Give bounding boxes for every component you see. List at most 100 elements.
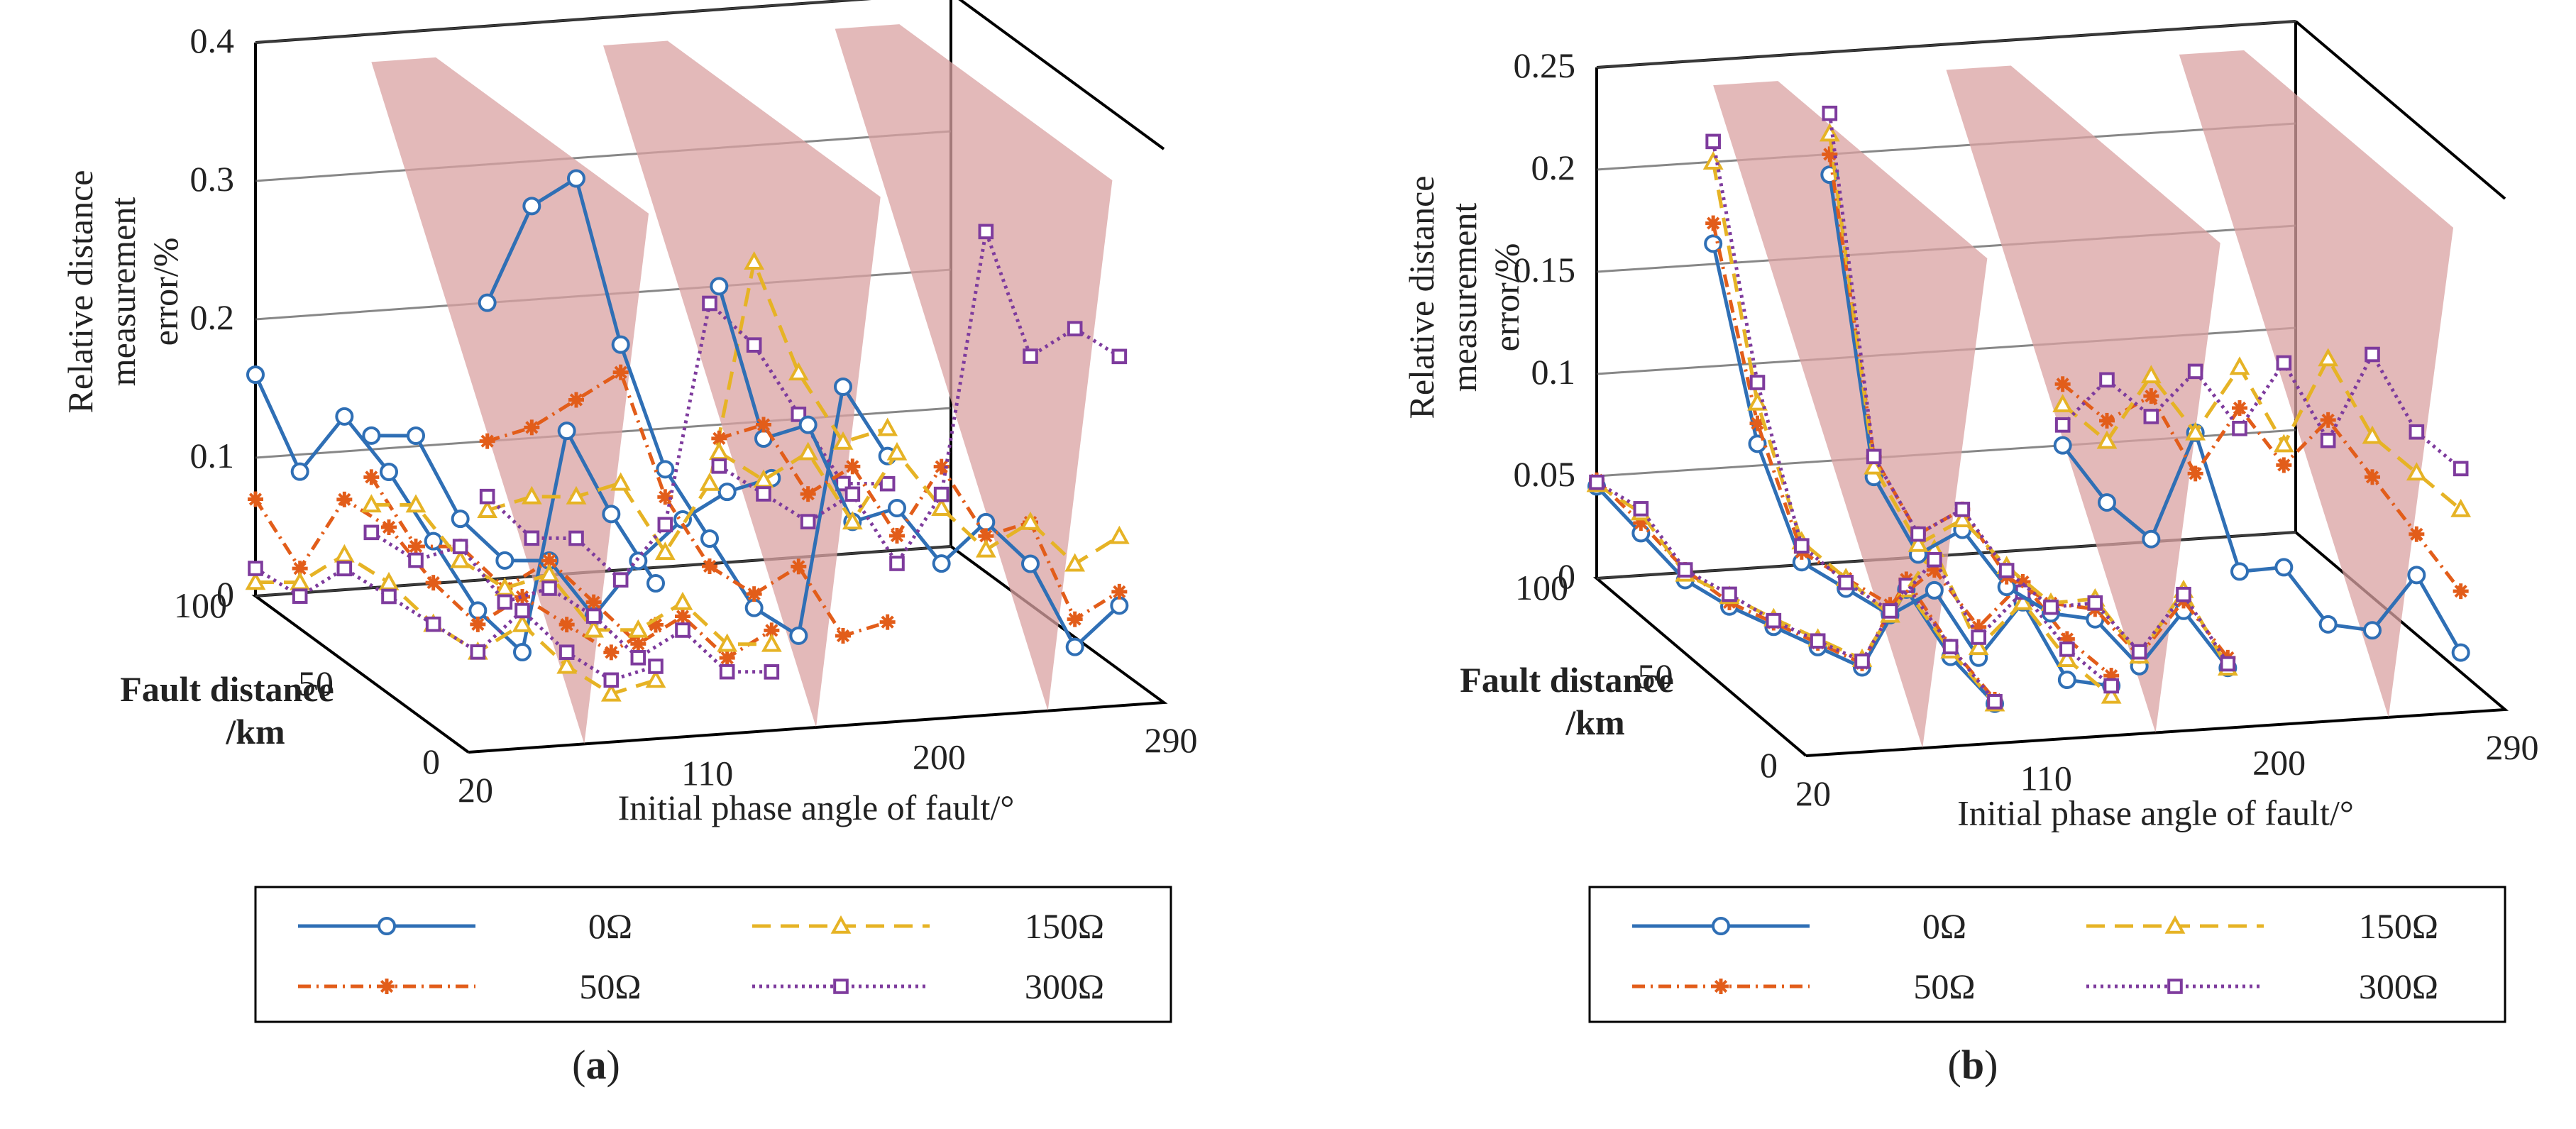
data-point: [656, 460, 675, 479]
data-point: [2451, 643, 2470, 662]
data-point: [1998, 563, 2015, 578]
panel-label-open: (: [1948, 1042, 1961, 1088]
y-tick-label: 100: [174, 585, 227, 625]
z-tick-label: 0.3: [190, 159, 235, 199]
panel-label-close: ): [607, 1042, 620, 1088]
data-point: [2054, 376, 2071, 392]
series-line-3: [371, 502, 772, 646]
data-point: [2230, 562, 2249, 581]
data-point: [889, 528, 905, 544]
x-tick-label: 290: [2486, 727, 2539, 767]
panel-label: (a): [572, 1042, 620, 1088]
series-line-2: [718, 422, 1121, 622]
data-point: [381, 588, 397, 605]
x-tick-label: 200: [2252, 743, 2306, 783]
z-tick-label: 0.4: [190, 21, 235, 60]
data-point: [1021, 554, 1040, 573]
data-point: [1794, 538, 1810, 554]
series-line-3: [2062, 355, 2462, 511]
data-point: [788, 362, 809, 381]
data-point: [2087, 595, 2103, 611]
panel-label-close: ): [1984, 1042, 1998, 1088]
data-point: [2273, 434, 2294, 453]
top-edge-right: [958, 0, 1165, 150]
data-point: [2406, 462, 2427, 481]
data-point: [879, 614, 896, 630]
data-point: [451, 510, 470, 529]
data-point: [381, 519, 397, 535]
data-point: [568, 530, 584, 546]
legend-label: 300Ω: [1025, 966, 1104, 1006]
data-point: [612, 364, 629, 380]
data-point: [610, 472, 632, 491]
data-point: [1067, 611, 1083, 627]
data-point: [1854, 654, 1870, 669]
data-point: [1111, 348, 1128, 365]
data-point: [717, 633, 738, 652]
data-point: [2176, 586, 2191, 602]
series-line-3: [1711, 161, 2113, 698]
data-point: [1942, 639, 1959, 655]
data-point: [477, 500, 498, 518]
data-point: [2057, 649, 2078, 668]
panel-label: (b): [1948, 1042, 1998, 1088]
data-point: [408, 552, 424, 568]
data-point: [645, 669, 666, 688]
data-point: [975, 539, 996, 558]
data-point: [245, 571, 266, 590]
data-point: [2131, 644, 2147, 660]
data-point: [557, 422, 576, 441]
data-point: [494, 577, 515, 596]
panel-b: 0 0.05 0.1 0.15 0.2 0.25 20 110 200 290 0 50 100 Init…: [1402, 20, 2539, 1088]
data-point: [800, 486, 816, 502]
segment-2: [360, 426, 782, 680]
series-line-3: [1595, 483, 1996, 705]
z-gridline: [255, 0, 867, 44]
data-point: [702, 558, 717, 574]
panel-label-letter: b: [1961, 1042, 1984, 1088]
data-point: [514, 589, 530, 605]
segment-4: [708, 224, 1130, 656]
data-point: [2365, 346, 2380, 363]
data-point: [1110, 596, 1129, 615]
data-point: [2318, 348, 2339, 367]
legend-marker: [2164, 915, 2186, 934]
data-point: [832, 431, 854, 450]
data-point: [844, 486, 861, 502]
data-point: [2054, 417, 2071, 433]
data-point: [746, 586, 762, 602]
y-axis-title-line: /km: [225, 712, 285, 751]
cut-plane-3: [2179, 50, 2454, 717]
series-line-1: [1711, 243, 2112, 688]
data-point: [1705, 133, 1721, 150]
data-point: [648, 659, 664, 674]
data-point: [2232, 421, 2247, 436]
segment-3: [1819, 105, 2238, 678]
data-point: [585, 608, 602, 624]
legend-label: 0Ω: [1922, 906, 1966, 946]
data-point: [2053, 436, 2072, 455]
data-point: [452, 539, 468, 554]
data-point: [2453, 461, 2469, 477]
legend-marker: [379, 979, 395, 994]
data-point: [699, 472, 720, 491]
x-tick-label: 200: [913, 737, 966, 776]
data-point: [1633, 501, 1649, 517]
data-point: [1971, 629, 1986, 645]
z-tick-label: 0.1: [1531, 352, 1576, 392]
legend-marker: [830, 915, 852, 934]
data-point: [603, 672, 620, 688]
data-point: [1023, 348, 1038, 364]
data-point: [2409, 424, 2425, 440]
data-point: [292, 588, 308, 604]
data-point: [835, 628, 851, 644]
data-point: [336, 491, 353, 507]
z-gridline: [255, 130, 952, 182]
panel-a: 0 0.1 0.2 0.3 0.4 20 110 200 290 0 50 100 Initial ph…: [60, 0, 1198, 1088]
data-point: [719, 663, 735, 680]
data-point: [566, 485, 587, 505]
data-point: [602, 505, 621, 524]
data-point: [583, 619, 605, 638]
data-point: [248, 561, 263, 576]
data-point: [556, 655, 578, 674]
